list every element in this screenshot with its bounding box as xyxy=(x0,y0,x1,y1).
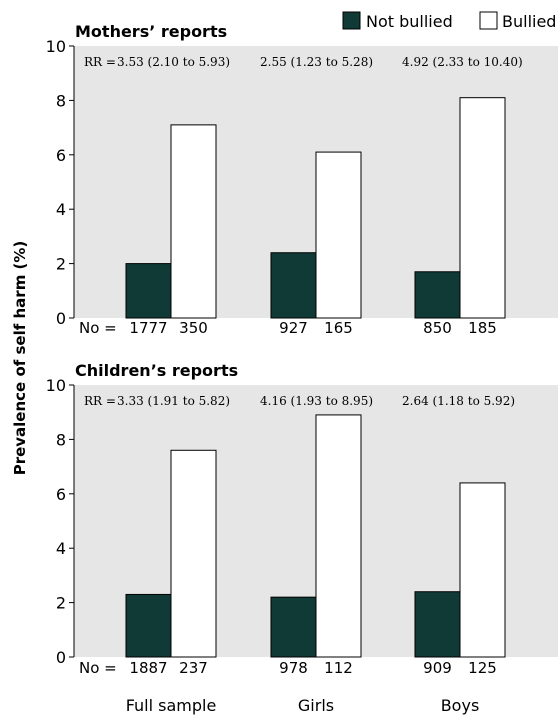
bar-bullied xyxy=(170,449,217,658)
n-bullied: 185 xyxy=(468,319,497,337)
n-not-bullied: 1777 xyxy=(129,319,167,337)
n-not-bullied: 927 xyxy=(279,319,308,337)
legend-label-bullied: Bullied xyxy=(502,12,556,31)
x-axis-categories: Full sample Girls Boys xyxy=(126,696,480,715)
n-bullied: 112 xyxy=(324,659,353,677)
legend-swatch-bullied xyxy=(479,11,498,30)
bar-not-bullied xyxy=(125,263,172,319)
bar-not-bullied xyxy=(125,593,172,658)
y-tick-label: 10 xyxy=(46,37,66,56)
panel-title: Mothers’ reports xyxy=(75,22,227,41)
panel-title: Children’s reports xyxy=(75,361,238,380)
n-bullied: 237 xyxy=(179,659,208,677)
x-category-label: Boys xyxy=(441,696,480,715)
bar-not-bullied xyxy=(414,271,461,319)
n-not-bullied: 978 xyxy=(279,659,308,677)
n-bullied: 350 xyxy=(179,319,208,337)
n-bullied: 165 xyxy=(324,319,353,337)
x-category-label: Full sample xyxy=(126,696,217,715)
panel-mothers-reports: Mothers’ reports 0 2 4 6 8 10 RR = 3.53 (2.10 t… xyxy=(46,22,558,337)
y-tick-label: 2 xyxy=(56,594,66,613)
y-tick-label: 2 xyxy=(56,255,66,274)
rr-label: 4.16 (1.93 to 8.95) xyxy=(260,394,373,408)
legend: Not bullied Bullied xyxy=(342,11,556,31)
y-tick-label: 4 xyxy=(56,539,66,558)
y-tick-label: 8 xyxy=(56,430,66,449)
bar-bullied xyxy=(459,97,506,319)
y-tick-label: 0 xyxy=(56,648,66,667)
rr-prefix: RR = xyxy=(84,394,116,408)
y-tick-label: 6 xyxy=(56,146,66,165)
panel-childrens-reports: Children’s reports 0 2 4 6 8 10 RR = 3.33 (1.91… xyxy=(46,361,558,677)
y-tick-label: 4 xyxy=(56,200,66,219)
y-axis-title: Prevalence of self harm (%) xyxy=(11,241,29,476)
y-tick-label: 6 xyxy=(56,485,66,504)
n-prefix: No = xyxy=(79,659,117,677)
x-category-label: Girls xyxy=(298,696,334,715)
y-tick-label: 8 xyxy=(56,91,66,110)
n-bullied: 125 xyxy=(468,659,497,677)
rr-label: 2.55 (1.23 to 5.28) xyxy=(260,55,373,69)
bar-bullied xyxy=(315,151,362,319)
y-tick-label: 10 xyxy=(46,376,66,395)
bar-bullied xyxy=(459,482,506,658)
rr-label: 3.33 (1.91 to 5.82) xyxy=(117,394,230,408)
legend-swatch-not-bullied xyxy=(342,11,361,30)
rr-label: 2.64 (1.18 to 5.92) xyxy=(402,394,515,408)
legend-label-not-bullied: Not bullied xyxy=(366,12,453,31)
bar-bullied xyxy=(170,124,217,319)
bar-not-bullied xyxy=(414,591,461,658)
y-tick-label: 0 xyxy=(56,309,66,328)
rr-label: 4.92 (2.33 to 10.40) xyxy=(402,55,523,69)
n-not-bullied: 909 xyxy=(423,659,452,677)
n-not-bullied: 1887 xyxy=(129,659,167,677)
rr-label: 3.53 (2.10 to 5.93) xyxy=(117,55,230,69)
bar-bullied xyxy=(315,414,362,658)
n-not-bullied: 850 xyxy=(423,319,452,337)
bar-not-bullied xyxy=(270,252,317,319)
bar-not-bullied xyxy=(270,596,317,658)
n-prefix: No = xyxy=(79,319,117,337)
rr-prefix: RR = xyxy=(84,55,116,69)
